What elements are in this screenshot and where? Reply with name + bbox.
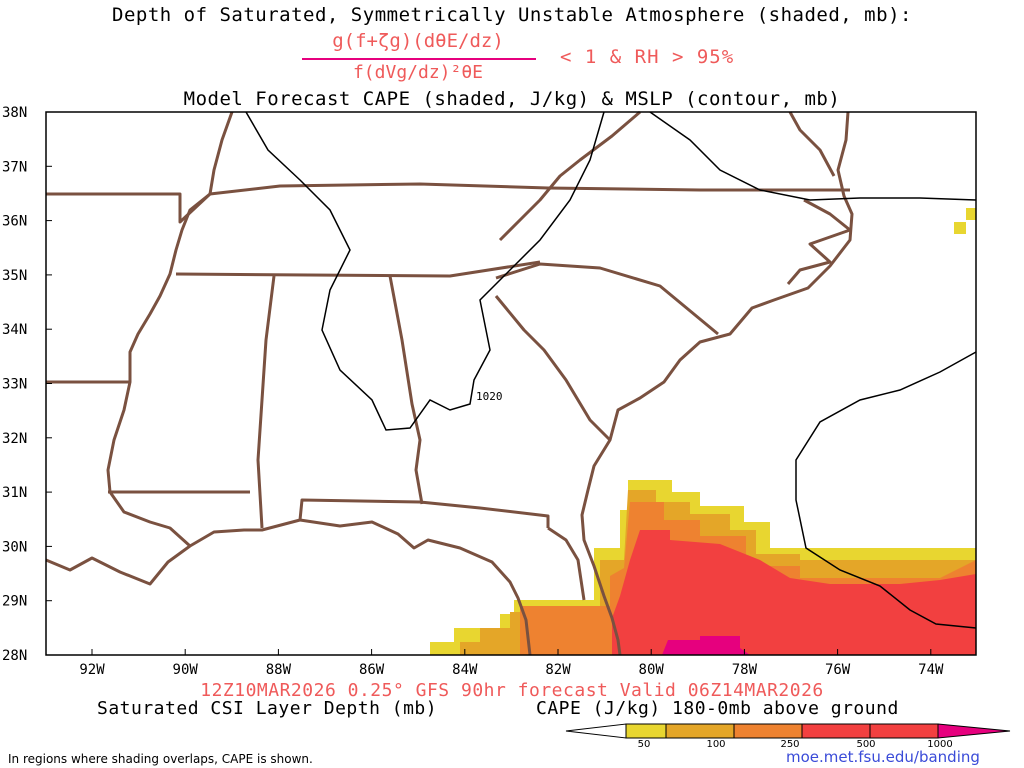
credit-link[interactable]: moe.met.fsu.edu/banding xyxy=(786,748,980,766)
valid-time-label: 12Z10MAR2026 0.25° GFS 90hr forecast Val… xyxy=(200,680,824,701)
isobar-east-lower xyxy=(795,351,977,629)
colorbar-seg-100 xyxy=(665,723,735,739)
lon-label: 74W xyxy=(918,662,944,678)
lat-label: 29N xyxy=(2,594,27,610)
colorbar-tick-label: 100 xyxy=(706,739,725,750)
lon-label: 86W xyxy=(359,662,385,678)
formula-condition: < 1 & RH > 95% xyxy=(560,46,735,68)
lon-label: 76W xyxy=(825,662,851,678)
cape-50-cell-a xyxy=(966,208,976,220)
cape-1000-area xyxy=(662,636,750,655)
virginia-ridges xyxy=(498,110,641,242)
state-borders xyxy=(45,110,854,656)
colorbar-min-tip xyxy=(565,723,627,739)
lon-label: 90W xyxy=(173,662,199,678)
formula-numerator: g(f+ζg)(dθE/dz) xyxy=(332,30,504,52)
lat-label: 38N xyxy=(2,105,27,121)
formula-denominator: f(dVg/dz)²θE xyxy=(352,62,484,83)
border-al-ga xyxy=(388,275,424,505)
lat-label: 35N xyxy=(2,268,27,284)
formula-fraction-bar xyxy=(302,58,536,60)
colorbar-seg-50 xyxy=(625,723,667,739)
border-ms-al xyxy=(256,275,276,529)
map-subtitle: Model Forecast CAPE (shaded, J/kg) & MSL… xyxy=(183,88,841,110)
lat-label: 30N xyxy=(2,539,27,555)
cape-label: CAPE (J/kg) 180-0mb above ground xyxy=(536,698,899,719)
lat-label: 36N xyxy=(2,214,27,230)
lat-label: 28N xyxy=(2,648,27,664)
lat-label: 32N xyxy=(2,431,27,447)
latitude-axis: 38N 37N 36N 35N 34N 33N 32N 31N 30N 29N 28N xyxy=(2,105,52,664)
overlap-note: In regions where shading overlaps, CAPE … xyxy=(8,752,313,766)
border-ms-river xyxy=(106,111,234,548)
colorbar-tick-label: 500 xyxy=(856,739,875,750)
cape-500-area xyxy=(612,530,976,655)
border-ga-sc xyxy=(494,295,612,442)
lon-label: 82W xyxy=(545,662,571,678)
isobar-east-upper xyxy=(649,111,977,201)
lat-label: 33N xyxy=(2,377,27,393)
cape-colorbar: 50 100 250 500 1000 xyxy=(565,723,1011,750)
lon-label: 88W xyxy=(266,662,292,678)
lat-label: 31N xyxy=(2,485,27,501)
isobar-label: 1020 xyxy=(476,390,503,403)
mslp-isobars xyxy=(245,111,977,629)
coastline-atlantic xyxy=(580,111,854,656)
colorbar-max-tip xyxy=(937,723,1011,739)
coastline-gulf xyxy=(45,518,532,656)
lat-label: 34N xyxy=(2,322,27,338)
cape-shading xyxy=(430,208,976,655)
colorbar-tick-label: 1000 xyxy=(927,739,952,750)
florida-gulf-coast xyxy=(547,526,586,601)
colorbar-seg-500 xyxy=(801,723,871,739)
border-va-nc-coast xyxy=(786,198,852,285)
cape-50-cell-b xyxy=(954,222,966,234)
map-title: Depth of Saturated, Symmetrically Unstab… xyxy=(112,4,912,26)
colorbar-tick-label: 50 xyxy=(638,739,651,750)
border-tn-south xyxy=(175,260,541,278)
colorbar-seg-250 xyxy=(733,723,803,739)
colorbar-seg-1000 xyxy=(869,723,939,739)
border-al-fl xyxy=(298,498,550,528)
colorbar-tick-label: 250 xyxy=(780,739,799,750)
lon-label: 84W xyxy=(452,662,478,678)
chesapeake-bay xyxy=(788,111,836,177)
border-ky-tn xyxy=(46,182,850,224)
lon-label: 78W xyxy=(732,662,758,678)
lon-label: 80W xyxy=(639,662,665,678)
lon-label: 92W xyxy=(79,662,105,678)
isobar-1020 xyxy=(245,111,605,431)
csi-layer-label: Saturated CSI Layer Depth (mb) xyxy=(97,698,438,719)
lat-label: 37N xyxy=(2,159,27,175)
border-nc-sc xyxy=(495,262,719,336)
longitude-axis: 92W 90W 88W 86W 84W 82W 80W 78W 76W 74W xyxy=(79,649,944,678)
